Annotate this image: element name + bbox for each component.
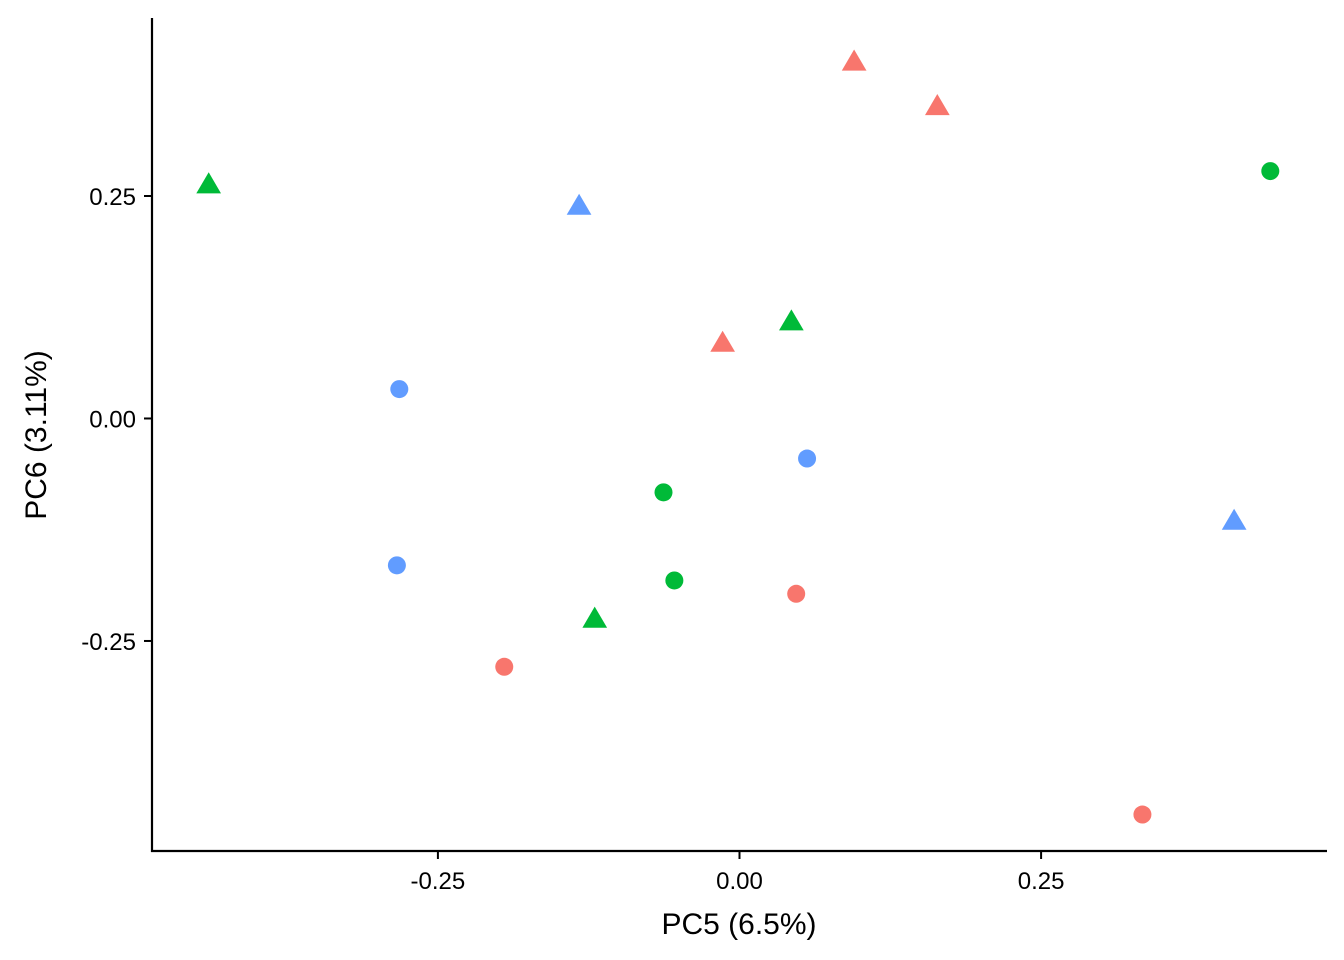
data-point-circle xyxy=(654,483,673,502)
x-tick-label: 0.00 xyxy=(716,868,763,895)
data-point-triangle xyxy=(566,193,592,215)
x-tick-label: 0.25 xyxy=(1018,868,1065,895)
points-layer xyxy=(196,49,1280,824)
data-point-triangle xyxy=(841,49,867,71)
data-point-triangle xyxy=(582,606,608,628)
data-point-triangle xyxy=(1221,508,1247,530)
data-point-circle xyxy=(665,571,684,590)
data-point-triangle xyxy=(925,94,950,116)
y-tick-label: 0.00 xyxy=(89,406,136,433)
x-tick-label: -0.25 xyxy=(411,868,466,895)
x-axis-title: PC5 (6.5%) xyxy=(661,908,816,941)
y-tick-label: 0.25 xyxy=(89,184,136,211)
data-point-triangle xyxy=(710,330,735,352)
x-axis-ticks: -0.25 0.00 0.25 xyxy=(411,851,1065,895)
data-point-circle xyxy=(390,380,409,399)
data-point-circle xyxy=(798,449,817,468)
y-tick-label: -0.25 xyxy=(81,629,136,656)
data-point-circle xyxy=(495,657,514,676)
data-point-circle xyxy=(1133,805,1152,824)
y-axis-ticks: 0.25 0.00 -0.25 xyxy=(81,184,152,656)
data-point-circle xyxy=(787,584,806,603)
data-point-triangle xyxy=(196,172,221,194)
y-axis-title: PC6 (3.11%) xyxy=(20,350,53,520)
data-point-circle xyxy=(387,556,406,575)
data-point-triangle xyxy=(779,309,804,331)
data-point-circle xyxy=(1261,162,1280,181)
